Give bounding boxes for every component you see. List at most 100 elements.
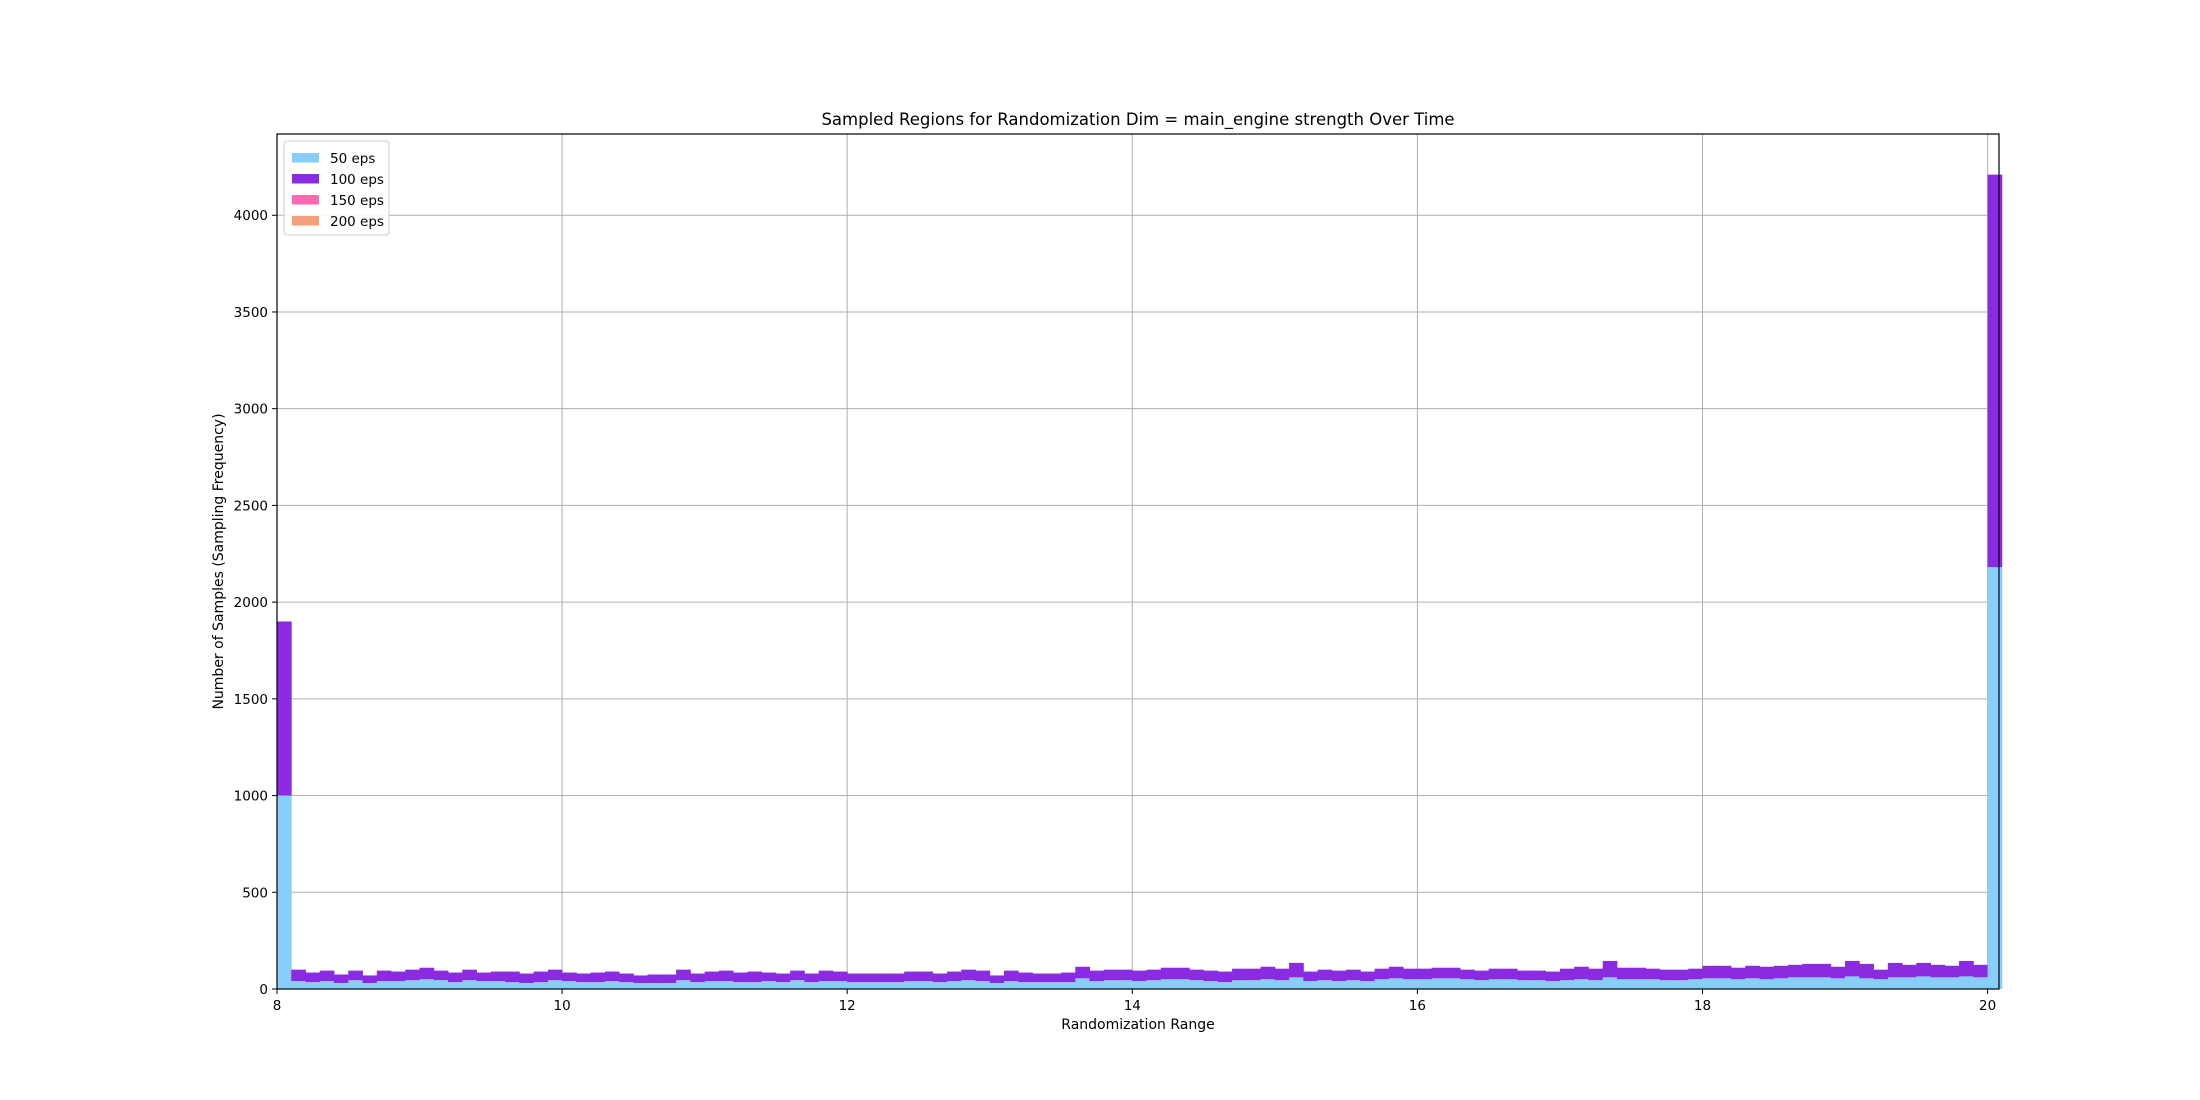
bar-100-eps (1802, 963, 1817, 978)
bar-100-eps (1631, 967, 1646, 980)
bar-50-eps (1830, 978, 1846, 989)
bar-100-eps (1032, 973, 1048, 983)
bar-100-eps (1531, 970, 1547, 981)
bar-100-eps (661, 974, 677, 984)
bar-100-eps (376, 970, 392, 982)
x-tick-label: 16 (1409, 998, 1426, 1014)
bar-100-eps (1360, 971, 1376, 982)
bar-100-eps (1303, 971, 1319, 982)
bar-50-eps (1189, 980, 1204, 989)
bar-100-eps (476, 972, 492, 982)
bar-100-eps (590, 972, 606, 983)
bar-50-eps (1887, 977, 1903, 989)
y-axis-label: Number of Samples (Sampling Frequency) (211, 413, 227, 709)
bar-100-eps (1431, 967, 1447, 979)
bar-50-eps (1403, 979, 1418, 989)
bar-50-eps (1132, 981, 1147, 989)
bar-50-eps (1061, 982, 1076, 989)
bar-100-eps (405, 969, 420, 981)
bar-50-eps (1317, 980, 1333, 989)
bar-100-eps (619, 973, 634, 983)
bar-50-eps (1502, 979, 1518, 989)
bar-100-eps (1759, 966, 1775, 980)
bar-100-eps (448, 972, 463, 983)
bar-50-eps (1845, 976, 1860, 989)
bar-50-eps (1559, 980, 1575, 989)
bar-100-eps (1645, 968, 1661, 980)
bar-100-eps (1773, 965, 1789, 979)
bar-50-eps (391, 981, 406, 989)
bar-100-eps (1331, 970, 1347, 982)
bar-100-eps (718, 970, 734, 982)
bar-100-eps (462, 969, 477, 981)
bar-50-eps (462, 980, 477, 989)
bar-50-eps (946, 981, 962, 989)
bar-50-eps (1046, 982, 1062, 989)
bar-50-eps (1673, 980, 1689, 989)
bar-100-eps (804, 973, 820, 983)
plot-frame (276, 133, 2000, 990)
bar-100-eps (946, 971, 962, 982)
bar-100-eps (861, 973, 877, 983)
y-tick-label: 3000 (234, 402, 268, 418)
y-tick-label: 500 (242, 885, 268, 901)
bar-50-eps (875, 982, 891, 989)
bar-100-eps (1745, 965, 1760, 979)
legend-box (283, 140, 390, 236)
bar-50-eps (1146, 980, 1162, 989)
bar-50-eps (519, 983, 534, 989)
bar-100-eps (1274, 968, 1290, 981)
bar-100-eps (1944, 965, 1960, 978)
bar-50-eps (1987, 567, 2003, 989)
bar-50-eps (975, 981, 991, 989)
bar-100-eps (519, 973, 534, 984)
bar-100-eps (1175, 967, 1190, 980)
bar-100-eps (1902, 964, 1917, 978)
bar-100-eps (1616, 967, 1632, 980)
bar-100-eps (1445, 967, 1461, 979)
bar-100-eps (1004, 970, 1019, 982)
bar-50-eps (1930, 977, 1946, 989)
bar-50-eps (533, 982, 549, 989)
bar-50-eps (676, 980, 691, 989)
bar-50-eps (604, 981, 620, 989)
bar-100-eps (904, 971, 919, 982)
bar-50-eps (1631, 979, 1646, 989)
bar-50-eps (1616, 979, 1632, 989)
bar-100-eps (1146, 969, 1162, 981)
bar-100-eps (1545, 971, 1561, 982)
axis-ticks: 8 10 12 14 16 18 20 0 500 1000 1500 2000 2500 3000 350… (234, 208, 1997, 1014)
bar-50-eps (405, 980, 420, 989)
bar-100-eps (1203, 970, 1219, 982)
bar-100-eps (1018, 972, 1033, 983)
bar-50-eps (1916, 976, 1931, 989)
bar-100-eps (1132, 970, 1147, 982)
legend-label: 200 eps (330, 214, 384, 230)
bar-50-eps (1659, 980, 1675, 989)
bar-100-eps (647, 974, 663, 984)
bar-100-eps (391, 971, 406, 982)
bar-50-eps (1788, 977, 1803, 989)
bar-100-eps (1061, 972, 1076, 983)
bar-50-eps (1545, 981, 1561, 989)
bar-50-eps (818, 981, 834, 989)
bar-100-eps (1403, 968, 1418, 980)
bar-50-eps (319, 981, 335, 989)
bar-50-eps (661, 983, 677, 989)
legend-label: 100 eps (330, 172, 384, 188)
bar-100-eps (305, 972, 321, 983)
bar-50-eps (1374, 979, 1390, 989)
legend: 50 eps 100 eps 150 eps 200 eps (283, 140, 390, 236)
bar-50-eps (1246, 980, 1261, 989)
bar-50-eps (1731, 979, 1746, 989)
bar-100-eps (733, 972, 748, 983)
bar-100-eps (1588, 968, 1604, 981)
bar-50-eps (1460, 979, 1475, 989)
bar-50-eps (733, 982, 748, 989)
y-tick-label: 3500 (234, 305, 268, 321)
bar-50-eps (1645, 979, 1661, 989)
bar-100-eps (419, 967, 435, 980)
bar-100-eps (832, 971, 848, 982)
bar-100-eps (875, 973, 891, 983)
